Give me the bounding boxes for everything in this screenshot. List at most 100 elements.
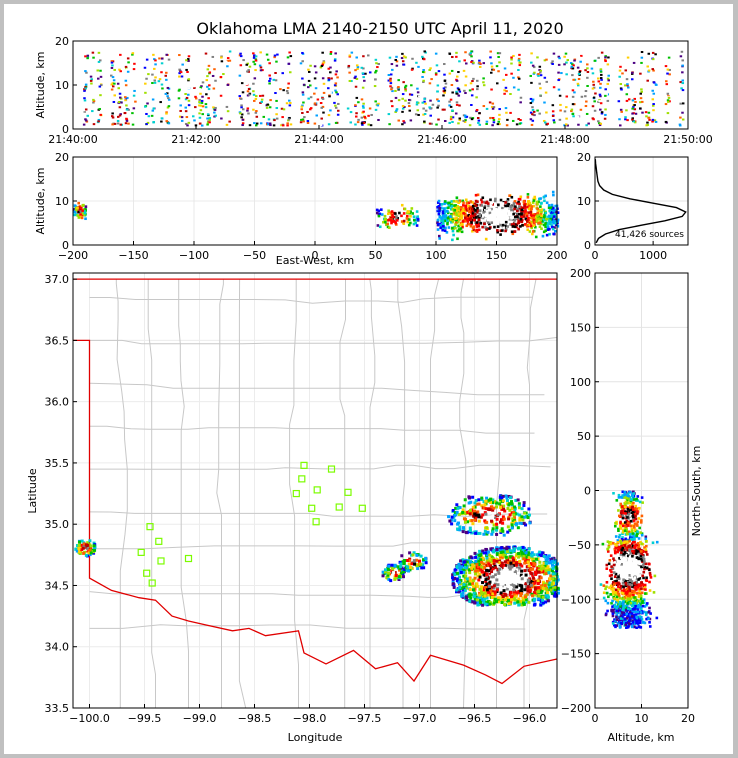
time-height-source — [451, 116, 455, 119]
plan-view-source — [522, 503, 526, 507]
time-height-source — [208, 121, 211, 124]
time-height-source — [201, 105, 205, 108]
time-height-source — [360, 66, 364, 69]
time-height-source — [166, 106, 170, 109]
time-height-source — [269, 124, 272, 127]
north-south-source — [638, 500, 642, 504]
north-south-source — [628, 595, 632, 598]
time-height-source — [394, 123, 398, 126]
plan-view-source — [472, 514, 476, 518]
east-west-source — [509, 223, 512, 226]
plan-view-source — [530, 594, 534, 598]
east-west-source — [512, 212, 515, 216]
time-height-source — [497, 70, 500, 73]
time-height-source — [530, 123, 534, 126]
time-height-source — [463, 120, 467, 123]
plan-view-source — [466, 520, 470, 524]
time-height-source — [206, 117, 209, 120]
time-height-source — [404, 86, 407, 89]
plan-view-source — [86, 541, 90, 545]
plan-view-source — [554, 592, 558, 596]
time-height-source — [584, 90, 588, 93]
north-south-source — [633, 522, 637, 525]
time-height-source — [84, 86, 87, 89]
time-height-source — [559, 103, 562, 106]
time-height-source — [580, 54, 583, 57]
plan-view-source — [543, 584, 547, 588]
east-west-source — [440, 219, 443, 223]
time-height-source — [319, 102, 323, 105]
east-west-source — [447, 206, 450, 210]
time-height-source — [206, 123, 209, 126]
east-west-source — [82, 213, 86, 217]
plan-view-source — [495, 559, 499, 563]
east-west-source — [546, 221, 549, 225]
time-height-source — [519, 101, 522, 104]
longitude-tick-label: −96.5 — [458, 712, 492, 725]
time-height-source — [131, 79, 134, 82]
plan-view-source — [542, 601, 546, 605]
time-height-source — [355, 64, 359, 67]
north-south-source — [636, 532, 639, 535]
time-height-source — [632, 61, 636, 64]
east-west-source — [532, 224, 535, 228]
east-west-source — [443, 200, 447, 203]
north-south-source — [630, 542, 634, 546]
time-height-source — [598, 124, 602, 127]
time-height-source — [423, 100, 426, 103]
time-height-source — [443, 63, 446, 66]
time-height-source — [313, 122, 317, 125]
time-height-source — [625, 78, 629, 81]
time-height-source — [434, 72, 438, 75]
east-west-source — [543, 199, 546, 203]
north-south-source — [631, 503, 634, 506]
time-height-source — [165, 112, 168, 115]
time-height-source — [368, 107, 372, 110]
time-height-source — [348, 71, 351, 74]
time-height-source — [681, 59, 684, 62]
north-south-source — [606, 601, 610, 605]
time-height-source — [478, 91, 482, 94]
plan-view-source — [485, 553, 489, 557]
plan-view-source — [484, 579, 488, 583]
time-height-source — [205, 79, 209, 82]
north-south-source — [636, 542, 640, 545]
plan-view-source — [481, 588, 485, 592]
plan-view-source — [480, 504, 484, 508]
plan-view-source — [482, 500, 486, 504]
time-height-source — [83, 111, 87, 114]
east-west-source — [489, 198, 492, 202]
east-west-source — [528, 230, 532, 233]
east-west-source — [549, 211, 553, 214]
time-height-source — [254, 58, 258, 61]
time-height-source — [462, 69, 466, 72]
north-south-source — [621, 490, 625, 494]
plan-view-source — [550, 563, 554, 567]
north-south-source — [610, 601, 613, 605]
east-west-source — [523, 202, 527, 206]
east-west-source — [518, 205, 521, 208]
time-height-source — [443, 79, 447, 82]
east-west-source — [476, 206, 479, 210]
east-west-source — [74, 213, 78, 216]
east-west-source — [486, 202, 490, 205]
north-south-source — [637, 546, 640, 550]
plan-view-source — [536, 590, 540, 594]
east-west-source — [450, 220, 453, 224]
time-height-source — [482, 62, 486, 65]
time-height-source — [485, 120, 489, 123]
lma-station-marker — [155, 537, 163, 545]
time-height-source — [154, 63, 157, 66]
time-height-source — [273, 54, 277, 57]
latitude-tick-label: 35.0 — [45, 518, 70, 531]
plan-view-source — [526, 516, 530, 520]
plan-view-source — [509, 572, 513, 576]
east-west-source — [504, 201, 507, 204]
time-height-source — [92, 98, 95, 101]
plan-view-source — [494, 600, 498, 604]
plan-view-source — [510, 583, 514, 587]
time-height-source — [86, 57, 89, 60]
plan-view-source — [474, 559, 478, 563]
time-height-source — [668, 68, 671, 71]
time-height-source — [240, 113, 244, 116]
